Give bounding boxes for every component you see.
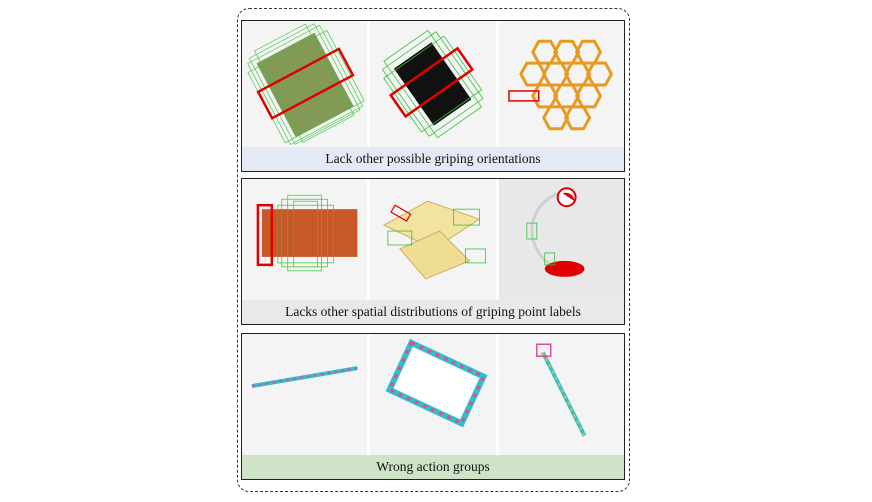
image-frame-action-group [370, 334, 496, 455]
image-black-tray-grasps [370, 21, 496, 147]
image-brown-board-grasps [242, 179, 368, 300]
image-lamp-grasps [498, 179, 624, 300]
image-honeycomb-grasps [498, 21, 624, 147]
caption-spatial-distributions: Lacks other spatial distributions of gri… [242, 300, 624, 324]
image-rod-action-group [498, 334, 624, 455]
panel-action-groups: Wrong action groups [241, 333, 625, 480]
panel-spatial-distributions: Lacks other spatial distributions of gri… [241, 178, 625, 325]
figure-frame [237, 8, 630, 492]
panel-orientations: Lack other possible griping orientations [241, 20, 625, 172]
image-green-board-grasps [242, 21, 368, 147]
image-stick-action-group [242, 334, 368, 455]
caption-action-groups: Wrong action groups [242, 455, 624, 479]
caption-orientations: Lack other possible griping orientations [242, 147, 624, 171]
image-chair-grasps [370, 179, 496, 300]
